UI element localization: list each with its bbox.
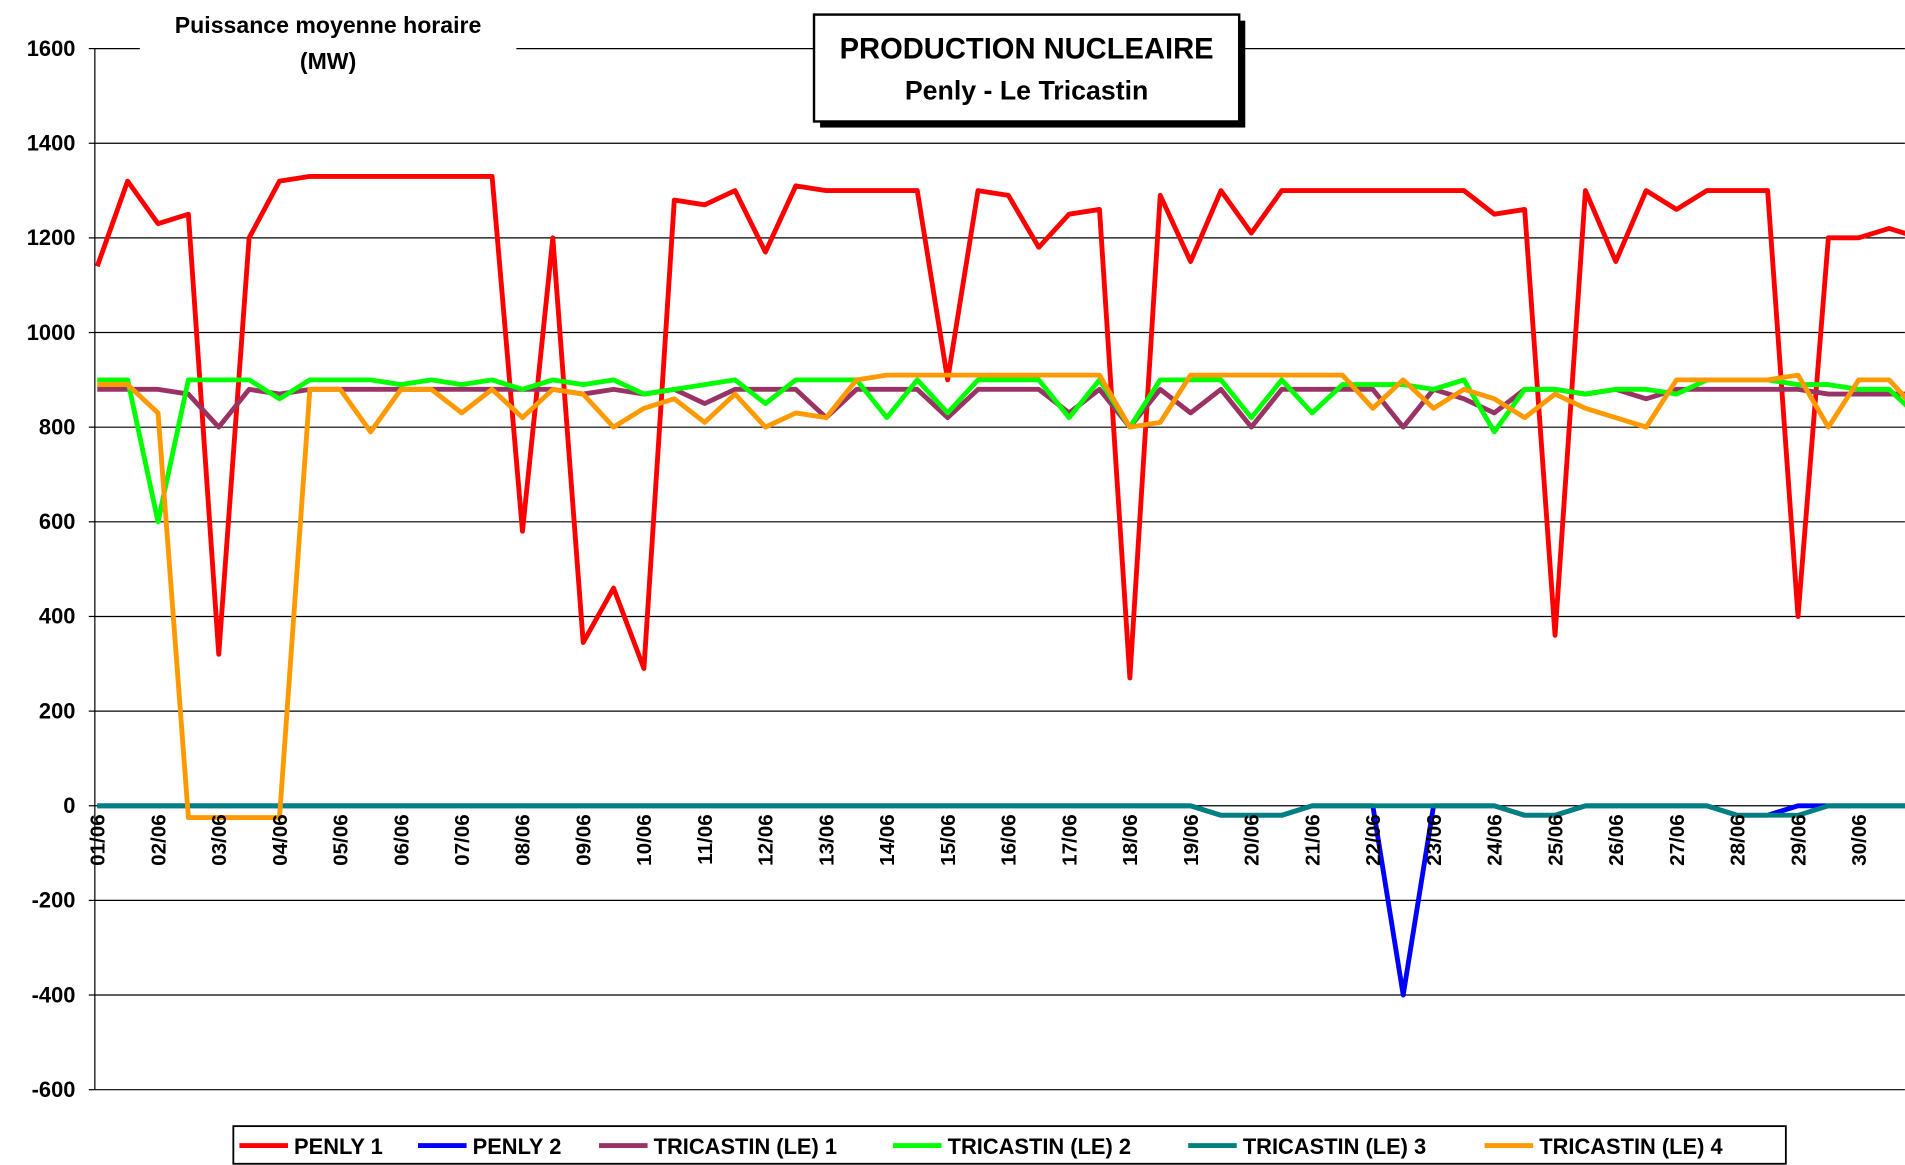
x-tick-label: 05/06 xyxy=(330,814,353,866)
x-tick-label: 02/06 xyxy=(147,814,170,866)
lines xyxy=(94,173,1905,998)
x-tick-label: 14/06 xyxy=(876,814,899,866)
x-tick-label: 24/06 xyxy=(1484,814,1507,866)
x-tick-label: 23/06 xyxy=(1423,814,1446,866)
y-tick-label: -200 xyxy=(32,888,76,913)
x-tick-label: 30/06 xyxy=(1848,814,1871,866)
series-line xyxy=(94,173,1905,681)
x-tick-label: 03/06 xyxy=(208,814,231,866)
legend-label: PENLY 2 xyxy=(473,1134,562,1159)
y-axis-label: (MW) xyxy=(300,48,356,74)
x-tick-label: 11/06 xyxy=(694,814,717,865)
x-tick-label: 04/06 xyxy=(269,814,292,866)
x-tick-label: 25/06 xyxy=(1544,814,1567,866)
y-tick-label: 200 xyxy=(39,698,75,723)
y-tick-label: -600 xyxy=(32,1077,76,1102)
legend-label: PENLY 1 xyxy=(294,1134,383,1159)
x-tick-label: 01/06 xyxy=(87,814,110,866)
y-tick-label: 0 xyxy=(63,793,75,818)
x-tick-label: 29/06 xyxy=(1787,814,1810,866)
x-tick-label: 15/06 xyxy=(937,814,960,866)
series-line xyxy=(97,803,1905,818)
y-tick-label: 1200 xyxy=(27,225,76,250)
y-axis-label: Puissance moyenne horaire xyxy=(175,12,482,38)
x-tick-label: 12/06 xyxy=(755,814,778,866)
chart-title: PRODUCTION NUCLEAIRE xyxy=(840,33,1214,65)
y-tick-label: 600 xyxy=(39,509,75,534)
legend: PENLY 1 PENLY 2 TRICASTIN (LE) 1 TRICASTIN … xyxy=(239,1134,1723,1159)
legend-label: TRICASTIN (LE) 2 xyxy=(948,1134,1131,1159)
labels: -600 -400 -200 0 200 400 600 800 1000 1200 1400 160… xyxy=(27,36,1871,1102)
y-tick-label: -400 xyxy=(32,982,76,1007)
series-line xyxy=(97,372,1905,820)
x-tick-label: 09/06 xyxy=(572,814,595,866)
x-tick-label: 26/06 xyxy=(1605,814,1628,866)
x-tick-label: 07/06 xyxy=(451,814,474,866)
legend-label: TRICASTIN (LE) 4 xyxy=(1539,1134,1723,1159)
x-tick-label: 08/06 xyxy=(512,814,535,866)
x-tick-label: 28/06 xyxy=(1727,814,1750,866)
y-tick-label: 1000 xyxy=(27,320,76,345)
y-tick-label: 1600 xyxy=(27,36,76,61)
y-tick-label: 1400 xyxy=(27,131,76,156)
x-tick-label: 17/06 xyxy=(1058,814,1081,866)
x-tick-label: 13/06 xyxy=(815,814,838,866)
y-tick-label: 800 xyxy=(39,414,75,439)
ylabel-bg xyxy=(139,9,517,83)
x-tick-label: 19/06 xyxy=(1180,814,1203,866)
title-box xyxy=(812,13,1241,123)
y-tick-label: 400 xyxy=(39,604,75,629)
series-line xyxy=(97,377,1905,525)
x-tick-label: 16/06 xyxy=(998,814,1021,866)
legend-label: TRICASTIN (LE) 3 xyxy=(1243,1134,1426,1159)
x-tick-label: 20/06 xyxy=(1241,814,1264,866)
x-tick-label: 06/06 xyxy=(390,814,413,866)
x-tick-label: 22/06 xyxy=(1362,814,1385,866)
x-tick-label: 18/06 xyxy=(1119,814,1142,866)
x-tick-label: 10/06 xyxy=(633,814,656,866)
chart-subtitle: Penly - Le Tricastin xyxy=(905,76,1149,106)
x-tick-label: 27/06 xyxy=(1666,814,1689,866)
x-tick-label: 21/06 xyxy=(1301,814,1324,866)
legend-label: TRICASTIN (LE) 1 xyxy=(654,1134,837,1159)
